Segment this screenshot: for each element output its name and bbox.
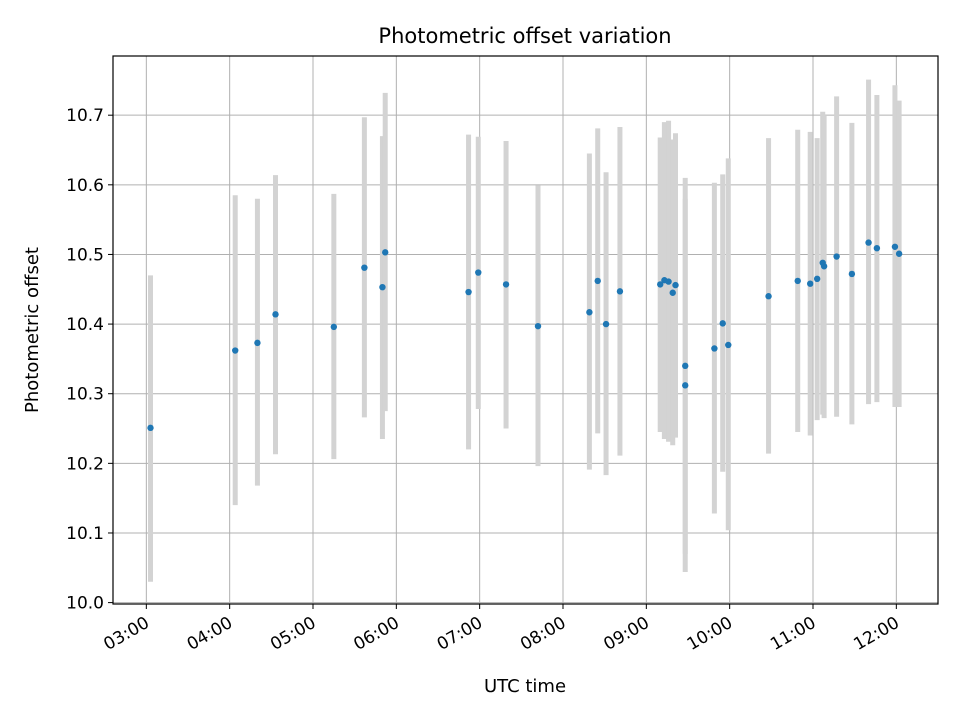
data-point <box>586 309 593 316</box>
plot-frame <box>112 55 939 605</box>
y-tick-label: 10.6 <box>66 176 104 196</box>
data-point <box>602 320 610 328</box>
data-point <box>232 347 239 354</box>
y-tick-label: 10.5 <box>66 245 104 265</box>
data-point <box>820 263 828 270</box>
chart-title: Photometric offset variation <box>378 24 671 48</box>
data-point <box>616 288 624 295</box>
y-tick-label: 10.7 <box>66 106 104 126</box>
y-tick-label: 10.0 <box>66 594 104 614</box>
data-point <box>534 322 542 330</box>
data-point <box>465 288 472 296</box>
data-point <box>669 289 676 296</box>
data-point <box>147 424 154 432</box>
y-tick-label: 10.1 <box>66 524 104 544</box>
data-point <box>719 320 726 327</box>
y-axis-label: Photometric offset <box>22 247 43 413</box>
data-point <box>765 293 772 300</box>
data-point <box>475 269 482 276</box>
data-point <box>807 280 814 287</box>
data-point <box>833 253 840 260</box>
data-point <box>895 250 903 257</box>
data-point <box>657 281 664 288</box>
data-point <box>672 281 679 289</box>
data-point <box>330 323 338 331</box>
data-point <box>711 345 718 352</box>
data-point <box>873 244 881 252</box>
data-point <box>865 239 872 246</box>
y-tick-label: 10.4 <box>66 315 104 335</box>
data-point <box>379 283 386 291</box>
data-point <box>891 243 899 250</box>
data-point <box>272 311 279 318</box>
y-tick-label: 10.3 <box>66 385 104 405</box>
x-axis-label: UTC time <box>484 676 566 697</box>
data-point <box>848 270 856 278</box>
data-point <box>725 341 732 349</box>
data-point <box>594 277 601 285</box>
data-point <box>665 278 672 285</box>
data-point <box>254 339 261 347</box>
data-point <box>361 264 368 271</box>
data-point <box>382 249 389 256</box>
y-axis-ticks: 10.0 10.1 10.2 10.3 10.4 10.5 10.6 10.7 <box>66 106 113 614</box>
data-points <box>147 239 903 432</box>
data-point <box>682 382 689 389</box>
data-point <box>502 281 510 288</box>
y-tick-label: 10.2 <box>66 454 104 474</box>
data-point <box>682 362 689 370</box>
data-point <box>794 277 801 285</box>
data-point <box>813 275 821 283</box>
